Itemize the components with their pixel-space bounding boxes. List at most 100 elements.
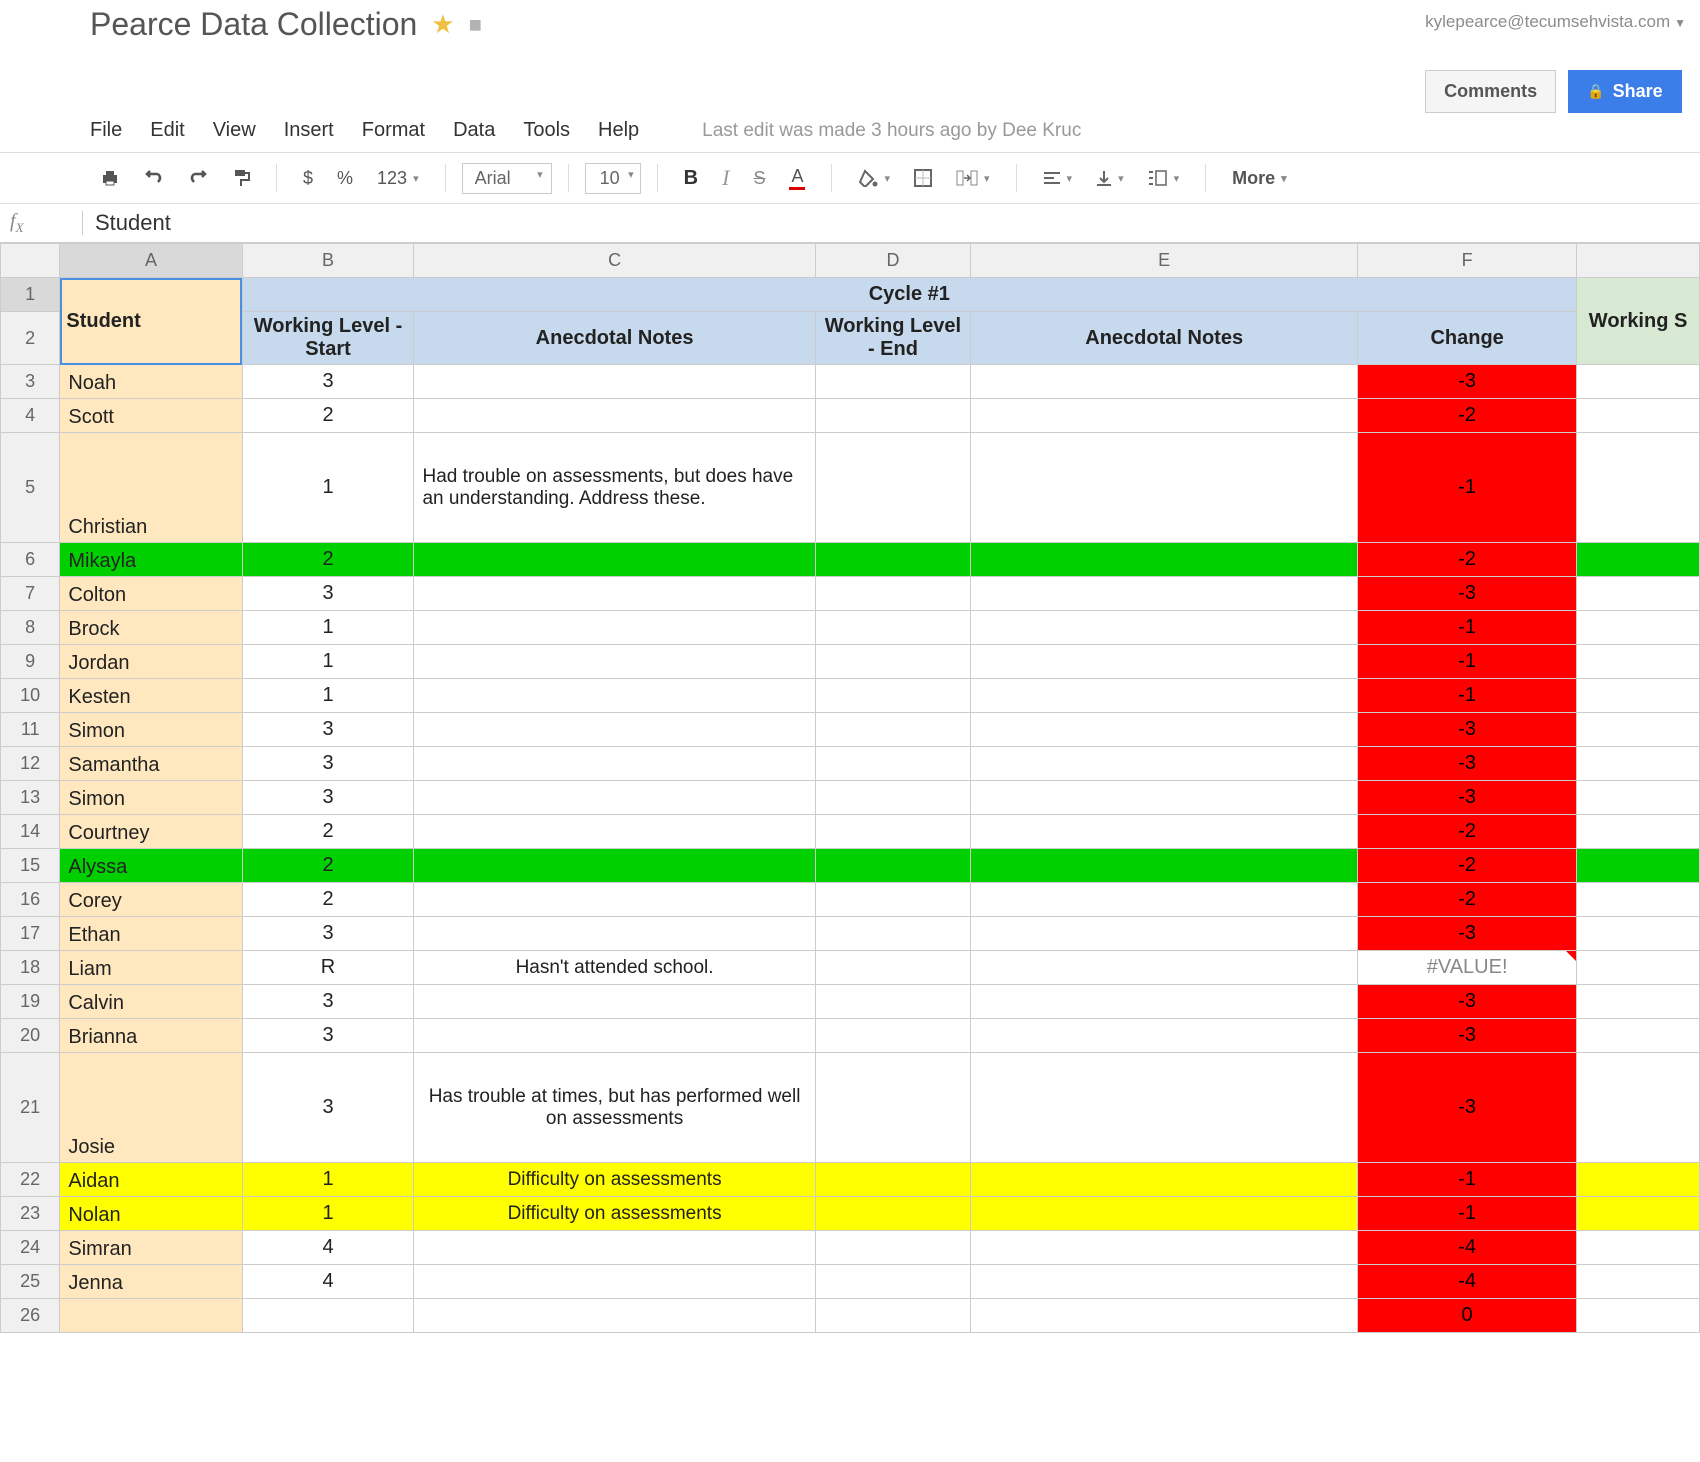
anecdotal-notes-cell[interactable] [414, 1265, 815, 1299]
anecdotal-notes-2-cell[interactable] [971, 917, 1358, 951]
anecdotal-notes-2-cell[interactable] [971, 679, 1358, 713]
borders-button[interactable] [904, 165, 942, 191]
student-name-cell[interactable]: Calvin [60, 985, 242, 1019]
working-level-start-cell[interactable]: 3 [242, 747, 414, 781]
working-level-start-cell[interactable]: 4 [242, 1231, 414, 1265]
anecdotal-notes-cell[interactable]: Difficulty on assessments [414, 1197, 815, 1231]
anecdotal-notes-2-cell[interactable] [971, 1265, 1358, 1299]
working-level-end-cell[interactable] [815, 399, 971, 433]
working-level-end-cell[interactable] [815, 543, 971, 577]
working-level-end-cell[interactable] [815, 917, 971, 951]
working-level-end-cell[interactable] [815, 951, 971, 985]
next-cell[interactable] [1577, 365, 1700, 399]
hdr-change[interactable]: Change [1358, 312, 1577, 365]
hdr-anecdotal-2[interactable]: Anecdotal Notes [971, 312, 1358, 365]
anecdotal-notes-cell[interactable] [414, 1019, 815, 1053]
next-header-cell[interactable]: Working S [1577, 278, 1700, 365]
next-cell[interactable] [1577, 1299, 1700, 1333]
fill-color-button[interactable] [848, 165, 900, 191]
anecdotal-notes-2-cell[interactable] [971, 1163, 1358, 1197]
redo-icon[interactable] [178, 166, 218, 190]
anecdotal-notes-cell[interactable] [414, 1299, 815, 1333]
comments-button[interactable]: Comments [1425, 70, 1556, 113]
merge-button[interactable] [946, 166, 1000, 190]
anecdotal-notes-2-cell[interactable] [971, 543, 1358, 577]
working-level-start-cell[interactable]: 3 [242, 713, 414, 747]
student-name-cell[interactable]: Courtney [60, 815, 242, 849]
row-header[interactable]: 23 [1, 1197, 60, 1231]
working-level-end-cell[interactable] [815, 883, 971, 917]
menu-data[interactable]: Data [453, 119, 495, 142]
anecdotal-notes-2-cell[interactable] [971, 951, 1358, 985]
working-level-end-cell[interactable] [815, 1053, 971, 1163]
change-cell[interactable]: -1 [1358, 679, 1577, 713]
student-header-cell[interactable]: Student [60, 278, 242, 365]
anecdotal-notes-2-cell[interactable] [971, 1299, 1358, 1333]
anecdotal-notes-2-cell[interactable] [971, 577, 1358, 611]
col-header-c[interactable]: C [414, 244, 815, 278]
anecdotal-notes-2-cell[interactable] [971, 815, 1358, 849]
menu-format[interactable]: Format [362, 119, 425, 142]
share-button[interactable]: 🔒 Share [1568, 70, 1681, 113]
row-header[interactable]: 3 [1, 365, 60, 399]
working-level-start-cell[interactable]: 1 [242, 1197, 414, 1231]
working-level-start-cell[interactable]: 3 [242, 917, 414, 951]
working-level-end-cell[interactable] [815, 433, 971, 543]
working-level-start-cell[interactable] [242, 1299, 414, 1333]
working-level-start-cell[interactable]: 2 [242, 849, 414, 883]
change-cell[interactable]: -2 [1358, 543, 1577, 577]
student-name-cell[interactable]: Simon [60, 713, 242, 747]
working-level-end-cell[interactable] [815, 985, 971, 1019]
strikethrough-button[interactable]: S [743, 164, 775, 193]
working-level-start-cell[interactable]: 2 [242, 543, 414, 577]
bold-button[interactable]: B [674, 163, 708, 194]
row-header[interactable]: 24 [1, 1231, 60, 1265]
row-header[interactable]: 20 [1, 1019, 60, 1053]
working-level-start-cell[interactable]: 3 [242, 1019, 414, 1053]
anecdotal-notes-cell[interactable] [414, 917, 815, 951]
change-cell[interactable]: -3 [1358, 1053, 1577, 1163]
next-cell[interactable] [1577, 1163, 1700, 1197]
menu-file[interactable]: File [90, 119, 122, 142]
anecdotal-notes-2-cell[interactable] [971, 747, 1358, 781]
working-level-end-cell[interactable] [815, 713, 971, 747]
row-header[interactable]: 14 [1, 815, 60, 849]
next-cell[interactable] [1577, 399, 1700, 433]
working-level-end-cell[interactable] [815, 781, 971, 815]
row-header-1[interactable]: 1 [1, 278, 60, 312]
change-cell[interactable]: -3 [1358, 713, 1577, 747]
working-level-start-cell[interactable]: 2 [242, 815, 414, 849]
menu-tools[interactable]: Tools [523, 119, 570, 142]
student-name-cell[interactable]: Liam [60, 951, 242, 985]
anecdotal-notes-cell[interactable] [414, 849, 815, 883]
student-name-cell[interactable]: Aidan [60, 1163, 242, 1197]
row-header[interactable]: 21 [1, 1053, 60, 1163]
student-name-cell[interactable]: Brock [60, 611, 242, 645]
change-cell[interactable]: #VALUE! [1358, 951, 1577, 985]
student-name-cell[interactable]: Jenna [60, 1265, 242, 1299]
anecdotal-notes-cell[interactable]: Had trouble on assessments, but does hav… [414, 433, 815, 543]
next-cell[interactable] [1577, 1265, 1700, 1299]
row-header[interactable]: 19 [1, 985, 60, 1019]
working-level-start-cell[interactable]: 3 [242, 781, 414, 815]
working-level-end-cell[interactable] [815, 1163, 971, 1197]
working-level-start-cell[interactable]: 3 [242, 577, 414, 611]
anecdotal-notes-2-cell[interactable] [971, 365, 1358, 399]
row-header[interactable]: 4 [1, 399, 60, 433]
change-cell[interactable]: -3 [1358, 747, 1577, 781]
student-name-cell[interactable]: Scott [60, 399, 242, 433]
anecdotal-notes-cell[interactable] [414, 815, 815, 849]
next-cell[interactable] [1577, 747, 1700, 781]
anecdotal-notes-2-cell[interactable] [971, 985, 1358, 1019]
change-cell[interactable]: -3 [1358, 577, 1577, 611]
more-button[interactable]: More [1222, 164, 1297, 193]
anecdotal-notes-2-cell[interactable] [971, 399, 1358, 433]
change-cell[interactable]: -1 [1358, 645, 1577, 679]
folder-icon[interactable]: ■ [469, 12, 482, 38]
working-level-end-cell[interactable] [815, 1231, 971, 1265]
next-cell[interactable] [1577, 815, 1700, 849]
working-level-start-cell[interactable]: 3 [242, 985, 414, 1019]
text-color-button[interactable]: A [779, 162, 815, 194]
anecdotal-notes-cell[interactable] [414, 679, 815, 713]
student-name-cell[interactable]: Brianna [60, 1019, 242, 1053]
